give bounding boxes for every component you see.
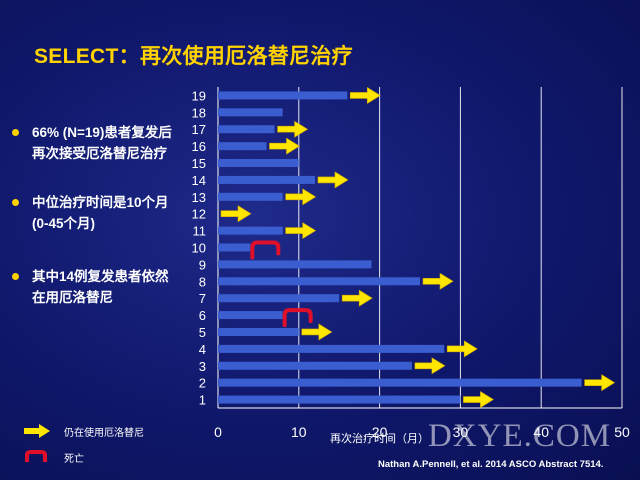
bullet-item: 66% (N=19)患者复发后再次接受厄洛替尼治疗 xyxy=(12,122,177,164)
ongoing-arrow xyxy=(446,340,478,358)
bullet-item: 中位治疗时间是10个月(0-45个月) xyxy=(12,192,177,234)
legend-item-ongoing: 仍在使用厄洛替尼 xyxy=(24,418,144,444)
bar xyxy=(218,159,299,168)
slide-title: SELECT：再次使用厄洛替尼治疗 xyxy=(34,45,353,68)
bar xyxy=(218,361,412,370)
ongoing-arrow xyxy=(317,171,349,189)
bullet-dot-icon xyxy=(12,129,19,136)
death-marker xyxy=(250,240,281,260)
bar xyxy=(218,378,582,387)
x-axis-title: 再次治疗时间（月） xyxy=(330,433,429,445)
ongoing-arrow xyxy=(269,137,301,155)
bar xyxy=(218,243,251,252)
ongoing-arrow xyxy=(584,374,616,392)
y-tick-label: 14 xyxy=(192,173,206,188)
bar xyxy=(218,277,420,286)
ongoing-arrow xyxy=(422,272,454,290)
bar xyxy=(218,294,340,303)
y-tick-label: 1 xyxy=(199,393,206,408)
bar xyxy=(218,226,283,235)
y-tick-label: 6 xyxy=(199,308,206,323)
y-tick-label: 19 xyxy=(192,88,206,103)
bar xyxy=(218,142,267,151)
y-tick-label: 8 xyxy=(199,274,206,289)
y-tick-label: 16 xyxy=(192,139,206,154)
bullet-list: 66% (N=19)患者复发后再次接受厄洛替尼治疗 中位治疗时间是10个月(0-… xyxy=(12,122,177,308)
ongoing-arrow xyxy=(301,323,333,341)
y-tick-label: 7 xyxy=(199,291,206,306)
bullet-item: 其中14例复发患者依然在用厄洛替尼 xyxy=(12,266,177,308)
bar xyxy=(218,344,445,353)
y-tick-label: 18 xyxy=(192,105,206,120)
ongoing-arrow xyxy=(285,188,317,206)
watermark: DXYE.COM xyxy=(428,418,612,454)
y-tick-label: 10 xyxy=(192,241,206,256)
y-tick-label: 11 xyxy=(193,224,207,239)
bar xyxy=(218,192,283,201)
death-marker-icon xyxy=(25,450,47,462)
ongoing-arrow xyxy=(414,357,446,375)
y-tick-label: 5 xyxy=(199,325,206,340)
y-tick-label: 13 xyxy=(192,190,206,205)
bullet-text: 其中14例复发患者依然在用厄洛替尼 xyxy=(32,269,169,305)
bar xyxy=(218,327,299,336)
legend-item-death: 死亡 xyxy=(24,444,144,470)
y-tick-label: 9 xyxy=(199,257,206,272)
yellow-arrow-icon xyxy=(24,424,50,438)
bar xyxy=(218,125,275,134)
ongoing-arrow xyxy=(341,289,373,307)
citation: Nathan A.Pennell, et al. 2014 ASCO Abstr… xyxy=(378,459,604,470)
bar xyxy=(218,260,372,269)
y-tick-label: 12 xyxy=(192,207,206,222)
ongoing-arrow xyxy=(349,86,381,104)
x-tick-label: 30 xyxy=(453,424,469,440)
bar xyxy=(218,395,461,404)
x-tick-label: 50 xyxy=(614,424,630,440)
death-marker xyxy=(282,308,313,328)
legend-label-ongoing: 仍在使用厄洛替尼 xyxy=(64,427,144,439)
bar xyxy=(218,91,348,100)
legend-label-death: 死亡 xyxy=(64,453,84,465)
x-tick-label: 20 xyxy=(372,424,388,440)
ongoing-arrow xyxy=(220,205,252,223)
ongoing-arrow xyxy=(277,120,309,138)
ongoing-arrow xyxy=(285,222,317,240)
y-tick-label: 3 xyxy=(199,359,206,374)
ongoing-arrow xyxy=(463,391,494,409)
y-tick-label: 4 xyxy=(199,342,206,357)
y-tick-label: 15 xyxy=(192,156,206,171)
bar xyxy=(218,175,315,184)
x-tick-label: 40 xyxy=(533,424,549,440)
bullet-text: 66% (N=19)患者复发后再次接受厄洛替尼治疗 xyxy=(32,125,172,161)
bullet-text: 中位治疗时间是10个月(0-45个月) xyxy=(32,195,169,231)
bullet-dot-icon xyxy=(12,199,19,206)
x-tick-label: 10 xyxy=(291,424,307,440)
bar xyxy=(218,311,283,320)
x-tick-label: 0 xyxy=(214,424,222,440)
chart-legend: 仍在使用厄洛替尼 死亡 xyxy=(24,418,144,470)
bar xyxy=(218,108,283,117)
y-tick-label: 2 xyxy=(199,376,206,391)
y-tick-label: 17 xyxy=(192,122,206,137)
bullet-dot-icon xyxy=(12,273,19,280)
